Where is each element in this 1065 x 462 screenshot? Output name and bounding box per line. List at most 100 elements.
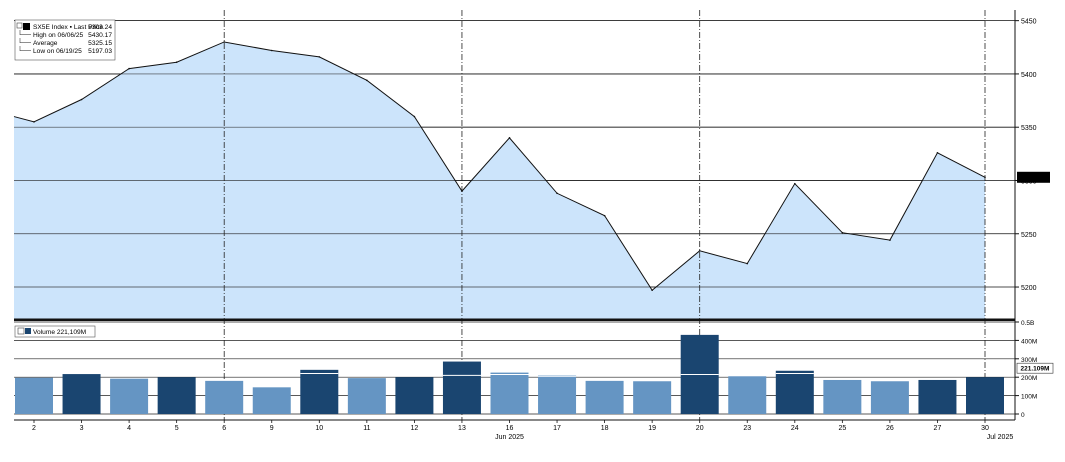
- volume-bar: [918, 379, 957, 414]
- legend-label: High on 06/06/25: [33, 32, 84, 39]
- x-tick-label: 19: [648, 425, 656, 432]
- price-point: [508, 137, 511, 139]
- volume-bar: [442, 361, 481, 414]
- price-point: [651, 289, 653, 292]
- volume-bar: [728, 376, 767, 414]
- volume-panel: 0 100M 200M 300M 400M 0.5B 221.109M Volume 221,…: [14, 320, 1054, 421]
- volume-bar: [110, 378, 149, 414]
- legend-swatch-icon: [23, 23, 30, 30]
- volume-bar: [395, 377, 434, 414]
- price-point: [841, 231, 844, 234]
- x-tick-label: 13: [458, 425, 466, 432]
- price-point: [794, 182, 796, 185]
- x-tick-label: 3: [80, 425, 84, 432]
- legend-label: Low on 06/19/25: [33, 48, 82, 55]
- volume-bar: [252, 387, 291, 414]
- x-tick-label: 4: [127, 425, 131, 432]
- volume-bar: [870, 381, 909, 414]
- legend-label: Average: [33, 40, 58, 47]
- volume-bar: [347, 378, 386, 414]
- x-month-label: Jun 2025: [495, 434, 524, 441]
- x-tick-label: 5: [175, 425, 179, 432]
- x-tick-label: 30: [981, 425, 989, 432]
- price-point: [33, 121, 35, 123]
- x-tick-label: 26: [886, 425, 894, 432]
- price-point: [413, 115, 416, 118]
- price-point: [223, 41, 225, 43]
- x-tick-label: 2: [32, 425, 36, 432]
- price-point: [936, 151, 939, 154]
- price-point: [603, 214, 606, 217]
- x-tick-label: 25: [838, 425, 846, 432]
- volume-bar: [62, 374, 101, 414]
- volume-bar: [585, 380, 624, 414]
- price-point: [556, 192, 558, 195]
- volume-tick-label: 100M: [1021, 394, 1037, 401]
- price-point: [80, 98, 83, 101]
- x-month-label: Jul 2025: [987, 434, 1014, 441]
- volume-bar: [966, 377, 1004, 414]
- volume-bar: [775, 370, 814, 414]
- legend-collapse-icon: [16, 22, 23, 29]
- volume-bar: [205, 380, 244, 414]
- volume-tick-label: 0.5B: [1021, 320, 1034, 327]
- price-tick-label: 5250: [1021, 232, 1037, 239]
- price-point: [461, 190, 463, 192]
- legend-value: 5325.15: [88, 40, 112, 47]
- price-line: [13, 41, 986, 291]
- volume-bar: [823, 379, 862, 414]
- x-axis: 2 3 4 5 6 9 10 11 12 13 16 17 18 19 20 23 24 25 26 27 30Jun …: [32, 420, 1013, 441]
- price-legend: [14, 19, 116, 61]
- volume-bar: [300, 369, 339, 414]
- x-tick-label: 11: [363, 425, 370, 432]
- volume-tick-label: 300M: [1021, 357, 1037, 364]
- x-tick-label: 17: [553, 425, 561, 432]
- volume-tick-label: 400M: [1021, 338, 1037, 345]
- x-tick-label: 10: [315, 425, 323, 432]
- price-tick-label: 5400: [1021, 72, 1037, 79]
- x-tick-label: 16: [506, 425, 514, 432]
- price-point: [128, 67, 130, 70]
- volume-bar: [490, 372, 529, 414]
- x-tick-label: 23: [743, 425, 751, 432]
- price-point: [318, 56, 321, 58]
- price-tick-label: 5350: [1021, 125, 1037, 132]
- volume-bar: [538, 375, 577, 414]
- x-tick-label: 9: [270, 425, 274, 432]
- price-point: [698, 250, 701, 252]
- volume-bar: [633, 381, 672, 414]
- panel-separator: [14, 318, 1015, 321]
- x-tick-label: 27: [934, 425, 942, 432]
- volume-bar: [157, 377, 196, 414]
- volume-last-label: 221.109M: [1021, 366, 1050, 373]
- x-tick-label: 20: [696, 425, 704, 432]
- price-point: [175, 61, 178, 64]
- price-tick-label: 5450: [1021, 19, 1037, 26]
- volume-bar: [15, 377, 53, 414]
- volume-tick-label: 0: [1021, 412, 1025, 419]
- last-price-box: [1017, 171, 1050, 183]
- volume-legend-collapse-icon: [17, 327, 25, 335]
- legend-value: 5430.17: [88, 32, 112, 39]
- price-point: [889, 239, 891, 241]
- price-point: [984, 176, 986, 179]
- volume-last-box: [1016, 362, 1054, 374]
- volume-legend: [14, 325, 96, 338]
- price-point: [746, 262, 749, 265]
- last-price-label: 5303.24: [1021, 175, 1046, 182]
- price-tick-label: 5200: [1021, 285, 1037, 292]
- legend-value: 5303.24: [88, 24, 112, 31]
- volume-legend-swatch-icon: [25, 328, 31, 334]
- x-tick-label: 12: [411, 425, 419, 432]
- volume-legend-label: Volume 221,109M: [33, 329, 86, 336]
- price-point: [366, 79, 368, 82]
- x-tick-label: 18: [601, 425, 609, 432]
- volume-tick-label: 200M: [1021, 375, 1037, 382]
- legend-value: 5197.03: [88, 48, 112, 55]
- x-tick-label: 24: [791, 425, 799, 432]
- x-tick-label: 6: [222, 425, 226, 432]
- legend-label: SX5E Index ▪ Last Price: [33, 24, 103, 31]
- price-point: [270, 49, 273, 52]
